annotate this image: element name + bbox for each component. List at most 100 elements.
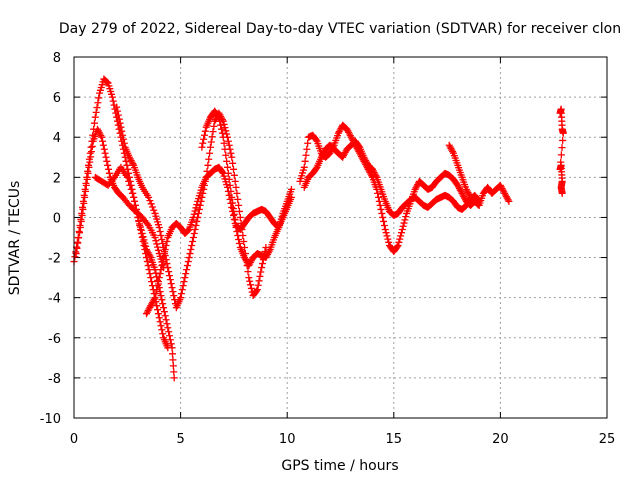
data-point bbox=[140, 242, 148, 250]
data-point bbox=[166, 276, 174, 284]
data-point bbox=[229, 211, 237, 219]
data-point bbox=[208, 133, 216, 141]
y-tick-label-0: -10 bbox=[40, 412, 61, 427]
data-point bbox=[147, 274, 155, 282]
data-point bbox=[218, 125, 226, 133]
series-arc-e bbox=[142, 163, 295, 318]
x-tick-label-3: 15 bbox=[386, 432, 403, 447]
data-point bbox=[126, 181, 134, 189]
data-point bbox=[189, 234, 197, 241]
data-point bbox=[108, 93, 116, 101]
data-point bbox=[161, 246, 169, 254]
data-point bbox=[150, 295, 158, 303]
data-point bbox=[226, 181, 234, 189]
data-point bbox=[119, 131, 127, 139]
data-point bbox=[558, 144, 566, 152]
data-point bbox=[223, 157, 231, 165]
axis-ticks: 0 5 10 15 20 25 -10 -8 -6 -4 -2 0 2 4 6 8 bbox=[40, 51, 616, 447]
data-point bbox=[247, 281, 255, 289]
data-point bbox=[99, 141, 107, 149]
data-point bbox=[505, 197, 513, 205]
data-point bbox=[117, 123, 125, 131]
data-point bbox=[157, 292, 165, 300]
data-point bbox=[93, 104, 101, 112]
data-point bbox=[105, 169, 113, 177]
data-point bbox=[158, 262, 166, 270]
data-point bbox=[142, 250, 150, 258]
data-point bbox=[133, 209, 141, 217]
data-point bbox=[300, 163, 308, 171]
data-point bbox=[87, 153, 95, 161]
data-point bbox=[80, 199, 88, 207]
data-point bbox=[164, 264, 172, 272]
data-point bbox=[160, 304, 168, 312]
data-point bbox=[385, 238, 393, 246]
data-point bbox=[151, 234, 159, 241]
data-point bbox=[152, 237, 160, 245]
data-point bbox=[84, 169, 92, 177]
data-point bbox=[254, 281, 262, 289]
data-point bbox=[188, 242, 196, 250]
data-point bbox=[225, 175, 233, 183]
data-point bbox=[220, 139, 228, 147]
data-point bbox=[154, 246, 162, 254]
data-point bbox=[114, 111, 122, 119]
data-point bbox=[256, 272, 264, 280]
data-point bbox=[189, 213, 197, 221]
data-point bbox=[206, 149, 214, 157]
data-point bbox=[230, 210, 238, 218]
data-point bbox=[86, 158, 94, 166]
data-point bbox=[383, 232, 391, 240]
data-point bbox=[222, 151, 230, 159]
data-point bbox=[163, 238, 171, 246]
data-point bbox=[303, 145, 311, 153]
data-point bbox=[559, 129, 567, 137]
data-point bbox=[372, 172, 380, 180]
data-point bbox=[78, 211, 86, 219]
y-tick-label-1: -8 bbox=[48, 372, 61, 387]
data-point bbox=[400, 219, 408, 227]
data-point bbox=[99, 137, 107, 145]
data-point bbox=[402, 213, 410, 221]
data-point bbox=[376, 201, 384, 209]
data-point bbox=[118, 127, 126, 135]
data-point bbox=[167, 280, 175, 288]
data-point bbox=[200, 135, 208, 143]
data-point bbox=[398, 225, 406, 233]
data-point bbox=[151, 266, 159, 274]
chart-title: Day 279 of 2022, Sidereal Day-to-day VTE… bbox=[59, 21, 621, 37]
data-point bbox=[135, 217, 143, 225]
data-point bbox=[235, 236, 243, 244]
data-point bbox=[557, 151, 565, 159]
data-point bbox=[165, 268, 173, 276]
data-point bbox=[168, 350, 176, 358]
data-point bbox=[158, 236, 166, 244]
x-tick-label-0: 0 bbox=[70, 432, 78, 447]
data-point bbox=[198, 143, 206, 151]
data-point bbox=[216, 117, 224, 125]
data-point bbox=[247, 284, 255, 292]
data-point bbox=[81, 193, 89, 201]
data-point bbox=[127, 185, 135, 193]
data-point bbox=[153, 240, 161, 248]
data-point bbox=[154, 310, 162, 318]
data-point bbox=[116, 119, 124, 127]
data-point bbox=[139, 238, 147, 246]
data-point bbox=[105, 165, 113, 173]
data-point bbox=[155, 314, 163, 322]
data-point bbox=[156, 318, 164, 326]
series-arc-i bbox=[445, 141, 513, 209]
data-point bbox=[224, 163, 232, 171]
data-point bbox=[71, 253, 79, 261]
data-point bbox=[92, 108, 100, 116]
data-point bbox=[160, 250, 168, 258]
data-points bbox=[70, 75, 567, 382]
data-point bbox=[228, 193, 236, 201]
data-point bbox=[90, 119, 98, 127]
data-point bbox=[155, 223, 163, 231]
data-point bbox=[185, 254, 193, 262]
data-point bbox=[235, 240, 243, 248]
data-point bbox=[204, 161, 212, 169]
series-arc-j bbox=[556, 105, 567, 197]
y-tick-label-2: -6 bbox=[48, 332, 61, 347]
